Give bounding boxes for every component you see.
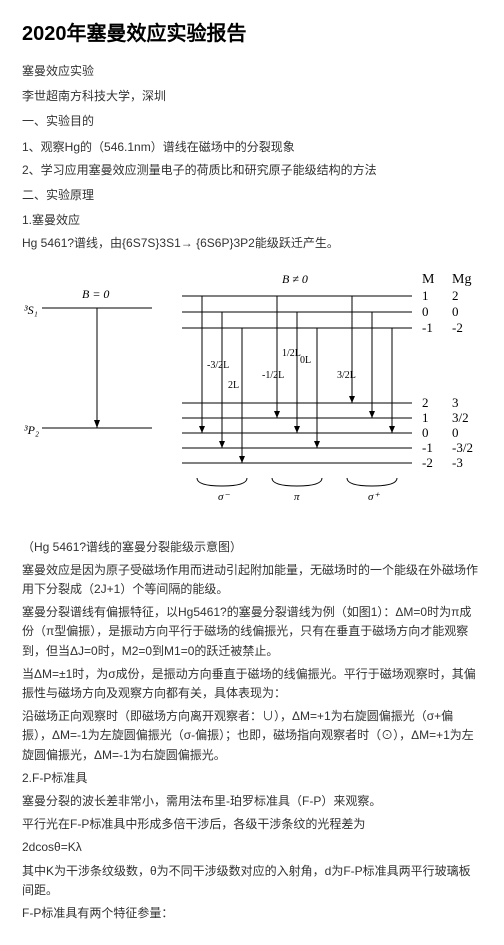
sec1-item1: 1、观察Hg的（546.1nm）谱线在磁场中的分裂现象 — [22, 138, 482, 157]
label-0L: 0L — [300, 355, 311, 366]
author-line: 李世超南方科技大学，深圳 — [22, 87, 482, 106]
m-u1: 1 — [422, 288, 429, 303]
mg-u1: 2 — [452, 288, 459, 303]
label-bne0: B ≠ 0 — [282, 272, 308, 286]
sec2-sub1: 1.塞曼效应 — [22, 211, 482, 230]
mg-u3: -2 — [452, 320, 463, 335]
m-l4: -1 — [422, 440, 433, 455]
body-p5: 塞曼分裂的波长差非常小，需用法布里-珀罗标准具（F-P）来观察。 — [22, 792, 482, 811]
body-p1: 塞曼效应是因为原子受磁场作用而进动引起附加能量，无磁场时的一个能级在外磁场作用下… — [22, 561, 482, 599]
page-title: 2020年塞曼效应实验报告 — [22, 18, 482, 50]
body-p8: F-P标准具有两个特征参量： — [22, 904, 482, 923]
label-3p2: ³P₂ — [24, 423, 39, 437]
brace-sp — [347, 478, 397, 486]
mg-u2: 0 — [452, 304, 459, 319]
body-p3: 当ΔM=±1时，为σ成份，是振动方向垂直于磁场的线偏振光。平行于磁场观察时，其偏… — [22, 665, 482, 703]
label-Mg: Mg — [452, 272, 471, 287]
brace-pi — [272, 478, 322, 486]
label-3s1: ³S₁ — [24, 303, 38, 317]
mg-l5: -3 — [452, 455, 463, 470]
m-u3: -1 — [422, 320, 433, 335]
mg-l1: 3 — [452, 395, 459, 410]
mg-l4: -3/2 — [452, 440, 473, 455]
energy-level-diagram: B = 0 ³S₁ ³P₂ B ≠ 0 M Mg 1 2 0 0 -1 -2 2… — [22, 268, 482, 524]
subject-line: 塞曼效应实验 — [22, 62, 482, 81]
label-32Lp: 3/2L — [337, 370, 356, 381]
label-12L: 1/2L — [282, 348, 301, 359]
label-sigma-plus: σ⁺ — [368, 491, 380, 503]
body-p6: 平行光在F-P标准具中形成多倍干涉后，各级干涉条纹的光程差为 — [22, 815, 482, 834]
body-p7: 其中K为干涉条纹级数，θ为不同干涉级数对应的入射角，d为F-P标准具两平行玻璃板… — [22, 862, 482, 900]
brace-sm — [197, 478, 247, 486]
label-b0: B = 0 — [82, 287, 109, 301]
m-l2: 1 — [422, 410, 429, 425]
label-M: M — [422, 272, 435, 287]
sec1-item2: 2、学习应用塞曼效应测量电子的荷质比和研究原子能级结构的方法 — [22, 161, 482, 180]
label-sigma-minus: σ⁻ — [218, 491, 230, 503]
diagram-caption: （Hg 5461?谱线的塞曼分裂能级示意图） — [22, 538, 482, 557]
sec1-title: 一、实验目的 — [22, 112, 482, 131]
arrow-b0 — [94, 420, 100, 428]
body-p4: 沿磁场正向观察时（即磁场方向离开观察者：∪），ΔM=+1为右旋圆偏振光（σ+偏振… — [22, 707, 482, 765]
mg-l2: 3/2 — [452, 410, 469, 425]
m-l1: 2 — [422, 395, 429, 410]
m-l3: 0 — [422, 425, 429, 440]
sec2-title: 二、实验原理 — [22, 186, 482, 205]
sec2-line1: Hg 5461?谱线，由{6S7S}3S1→ {6S6P}3P2能级跃迁产生。 — [22, 234, 482, 253]
body-sub2: 2.F-P标准具 — [22, 769, 482, 788]
m-l5: -2 — [422, 455, 433, 470]
mg-l3: 0 — [452, 425, 459, 440]
label-2L: 2L — [228, 380, 239, 391]
body-p2: 塞曼分裂谱线有偏振特征，以Hg5461?的塞曼分裂谱线为例（如图1）：ΔM=0时… — [22, 603, 482, 661]
label-pi: π — [294, 491, 300, 503]
label-m12L: -1/2L — [262, 370, 284, 381]
diagram-svg: B = 0 ³S₁ ³P₂ B ≠ 0 M Mg 1 2 0 0 -1 -2 2… — [22, 268, 482, 518]
label-32L: -3/2L — [207, 360, 229, 371]
m-u2: 0 — [422, 304, 429, 319]
body-formula: 2dcosθ=Kλ — [22, 838, 482, 857]
